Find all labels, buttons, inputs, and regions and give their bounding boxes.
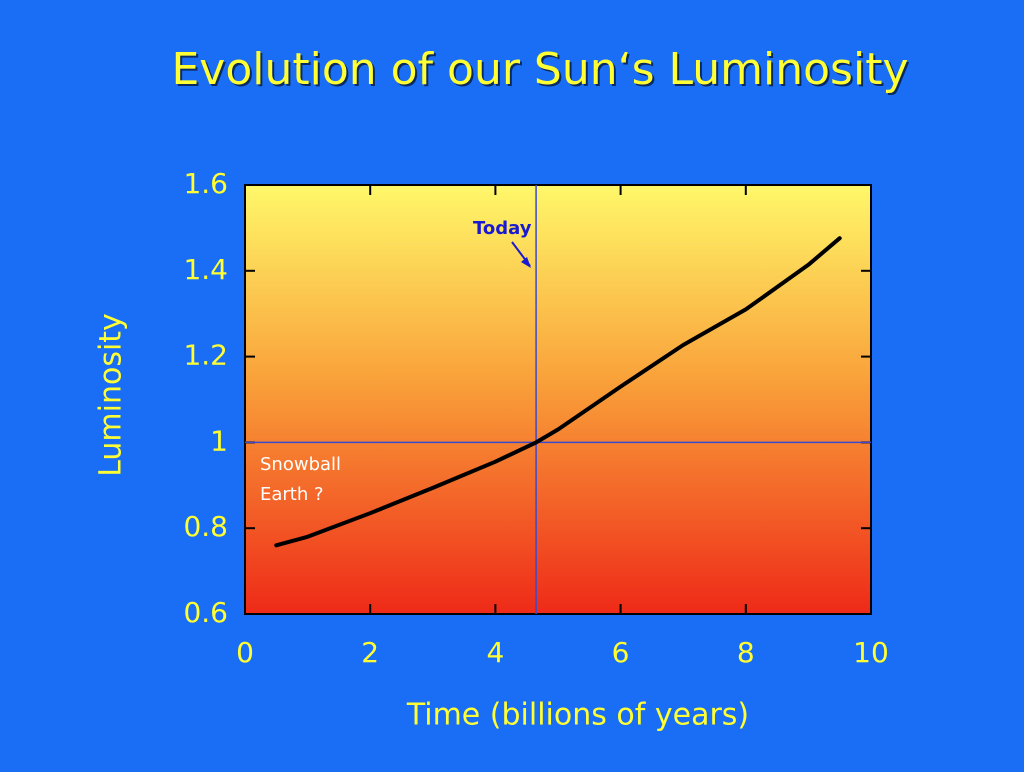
y-tick-label: 1.2 bbox=[183, 339, 228, 372]
y-tick-label: 1.4 bbox=[183, 253, 228, 286]
plot-area bbox=[244, 184, 872, 615]
today-label: Today bbox=[473, 218, 532, 239]
y-tick-label: 1 bbox=[210, 424, 228, 457]
title-shadow: Evolution of our Sun‘s Luminosity bbox=[174, 46, 911, 97]
x-tick-label: 10 bbox=[853, 636, 889, 669]
y-tick-label: 0.8 bbox=[183, 510, 228, 543]
y-tick-label: 1.6 bbox=[183, 167, 228, 200]
x-tick-label: 2 bbox=[361, 636, 379, 669]
x-tick-label: 6 bbox=[612, 636, 630, 669]
snowball-label: Earth ? bbox=[260, 484, 324, 505]
x-tick-label: 8 bbox=[737, 636, 755, 669]
today-arrowhead bbox=[521, 257, 531, 268]
x-tick-label: 0 bbox=[236, 636, 254, 669]
y-axis-label: Luminosity bbox=[94, 313, 129, 477]
chart-title: Evolution of our Sun‘s Luminosity bbox=[172, 44, 909, 95]
y-tick-label: 0.6 bbox=[183, 596, 228, 629]
x-tick-label: 4 bbox=[486, 636, 504, 669]
snowball-label: Snowball bbox=[260, 454, 341, 475]
x-axis-label: Time (billions of years) bbox=[406, 698, 749, 733]
line bbox=[274, 236, 842, 548]
